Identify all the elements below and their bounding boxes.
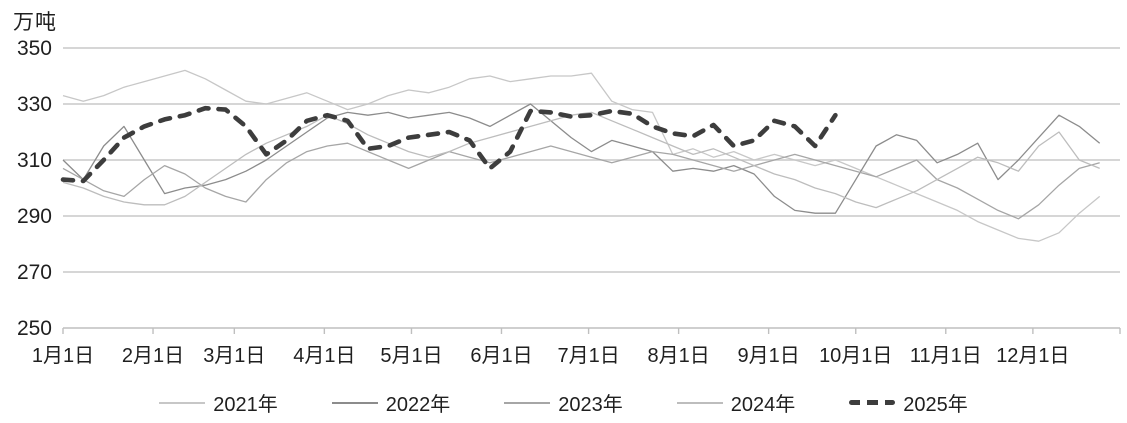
- chart-legend: 2021年 2022年 2023年 2024年 2025年: [0, 388, 1127, 417]
- y-tick-label: 330: [17, 93, 52, 116]
- legend-item-2025年: 2025年: [849, 388, 968, 417]
- legend-line-sample: [849, 400, 896, 405]
- legend-label: 2021年: [213, 394, 278, 416]
- x-tick-label: 11月1日: [910, 345, 982, 367]
- x-tick-label: 3月1日: [203, 345, 265, 367]
- legend-line-sample: [331, 401, 378, 404]
- legend-line-sample: [159, 401, 206, 404]
- y-tick-label: 350: [17, 37, 52, 60]
- x-tick-label: 2月1日: [122, 345, 184, 367]
- series-line-2022年: [62, 103, 1101, 214]
- legend-label: 2023年: [558, 394, 623, 416]
- x-tick-label: 10月1日: [819, 345, 892, 367]
- legend-item-2021年: 2021年: [159, 388, 278, 417]
- series-line-2021年: [62, 69, 1101, 242]
- legend-item-2023年: 2023年: [504, 388, 623, 417]
- y-tick-label: 310: [17, 149, 52, 172]
- y-tick-label: 250: [17, 317, 52, 340]
- y-axis-unit-label: 万吨: [13, 11, 57, 34]
- legend-label: 2025年: [903, 394, 968, 416]
- x-tick-label: 5月1日: [380, 345, 442, 367]
- legend-label: 2024年: [730, 394, 796, 416]
- plot-area: 250 270 290 310 330 350 1月1日 2月1日 3月1日 4月1日 5月1日 6月…: [17, 37, 1121, 367]
- x-tick-label: 8月1日: [647, 345, 709, 367]
- legend-item-2024年: 2024年: [676, 388, 796, 417]
- y-tick-label: 290: [17, 205, 52, 228]
- x-tick-label: 6月1日: [470, 345, 532, 367]
- x-tick-label: 7月1日: [557, 345, 619, 367]
- legend-item-2022年: 2022年: [331, 388, 451, 417]
- series-line-2025年: [60, 105, 838, 184]
- legend-line-sample: [676, 401, 723, 404]
- x-tick-label: 4月1日: [293, 345, 355, 367]
- y-tick-label: 270: [17, 261, 52, 284]
- legend-line-sample: [504, 401, 551, 404]
- x-tick-label: 9月1日: [738, 345, 800, 367]
- x-tick-label: 1月1日: [32, 345, 94, 367]
- legend-label: 2022年: [385, 394, 451, 416]
- x-tick-label: 12月1日: [996, 345, 1069, 367]
- series-line-2023年: [62, 142, 1100, 220]
